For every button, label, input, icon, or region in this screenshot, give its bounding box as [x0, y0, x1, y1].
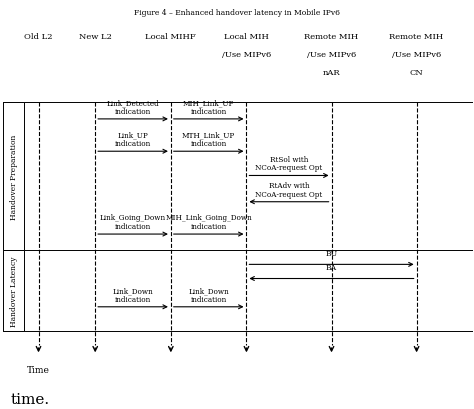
Text: Link_Detected: Link_Detected	[107, 99, 159, 107]
Text: indication: indication	[115, 108, 151, 116]
Text: Remote MIH: Remote MIH	[390, 33, 444, 41]
Text: /Use MIPv6: /Use MIPv6	[307, 51, 356, 59]
Bar	[3, 102, 24, 251]
Text: Handover Preparation: Handover Preparation	[9, 134, 18, 219]
Text: Handover Latency: Handover Latency	[9, 256, 18, 326]
Text: NCoA-request Opt: NCoA-request Opt	[255, 164, 323, 172]
Text: Local MIH: Local MIH	[224, 33, 269, 41]
Text: MIH_Link_Going_Down: MIH_Link_Going_Down	[165, 213, 252, 222]
Text: BA: BA	[326, 263, 337, 272]
Text: indication: indication	[191, 222, 227, 230]
Text: time.: time.	[10, 392, 49, 406]
Text: indication: indication	[115, 295, 151, 303]
Text: Link_Going_Down: Link_Going_Down	[100, 213, 166, 222]
Text: nAR: nAR	[323, 69, 340, 77]
Text: MTH_Link_UP: MTH_Link_UP	[182, 131, 235, 139]
Text: RtSol with: RtSol with	[270, 155, 308, 163]
Text: CN: CN	[410, 69, 423, 77]
Text: Time: Time	[27, 366, 50, 375]
Text: Link_Down: Link_Down	[113, 286, 154, 294]
Text: Link_UP: Link_UP	[118, 131, 148, 139]
Text: Figure 4 – Enhanced handover latency in Mobile IPv6: Figure 4 – Enhanced handover latency in …	[134, 9, 340, 17]
Text: RtAdv with: RtAdv with	[269, 181, 310, 189]
Text: NCoA-request Opt: NCoA-request Opt	[255, 190, 323, 198]
Text: indication: indication	[115, 140, 151, 148]
Text: indication: indication	[191, 108, 227, 116]
Text: New L2: New L2	[79, 33, 112, 41]
Text: indication: indication	[115, 222, 151, 230]
Text: Remote MIH: Remote MIH	[304, 33, 359, 41]
Text: Link_Down: Link_Down	[188, 286, 229, 294]
Text: Local MIHF: Local MIHF	[146, 33, 196, 41]
Text: Old L2: Old L2	[24, 33, 53, 41]
Text: indication: indication	[191, 295, 227, 303]
Text: indication: indication	[191, 140, 227, 148]
Text: BU: BU	[326, 249, 337, 257]
Text: /Use MIPv6: /Use MIPv6	[392, 51, 441, 59]
Text: /Use MIPv6: /Use MIPv6	[222, 51, 271, 59]
Bar	[3, 251, 24, 331]
Text: MIH_Link_UP: MIH_Link_UP	[183, 99, 234, 107]
